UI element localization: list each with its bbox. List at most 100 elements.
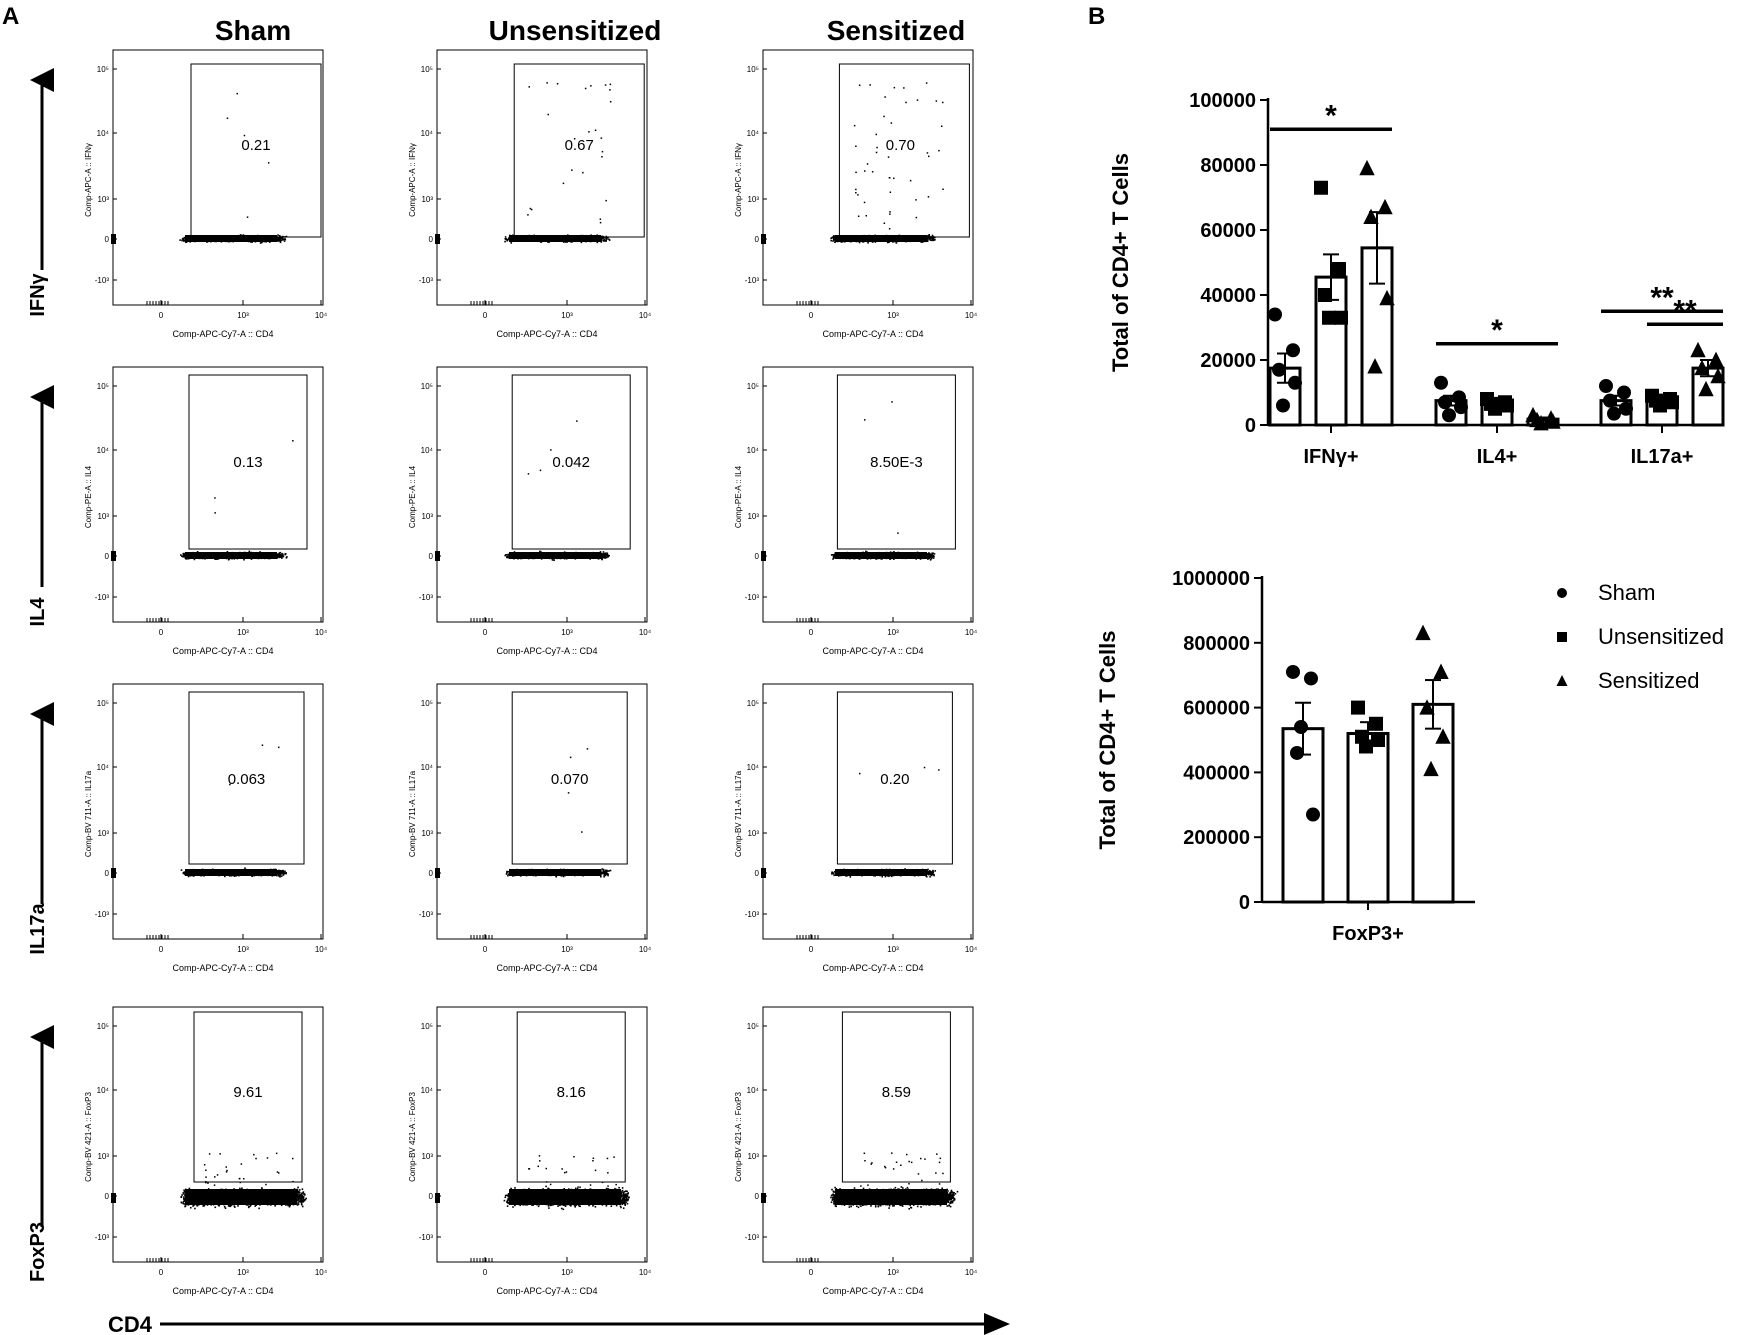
- y-tick-label: 0: [105, 552, 110, 561]
- column-title-sham: Sham: [215, 15, 291, 46]
- x-tick-label: 10³: [561, 1268, 573, 1277]
- event-core: [185, 552, 277, 559]
- axis-zero-blip: [435, 234, 440, 244]
- plot-frame: [436, 683, 648, 940]
- data-point-square: [1371, 733, 1385, 747]
- event-core: [185, 1189, 297, 1205]
- row-label-FoxP3: FoxP3: [27, 1222, 49, 1282]
- x-axis-label: Comp-APC-Cy7-A :: CD4: [172, 1286, 273, 1296]
- x-axis-label: Comp-APC-Cy7-A :: CD4: [822, 1286, 923, 1296]
- x-tick-label: 10⁴: [965, 945, 978, 954]
- y-tick-label: 800000: [1183, 633, 1250, 655]
- y-axis-label: Comp-BV 421-A :: FoxP3: [84, 1092, 93, 1182]
- bar: [1411, 702, 1455, 904]
- y-tick-label: 20000: [1200, 350, 1256, 372]
- data-point-circle: [1286, 343, 1300, 358]
- y-axis-label: Comp-BV 711-A :: IL17a: [84, 770, 93, 857]
- data-point-square: [1369, 716, 1383, 731]
- y-axis-title: Total of CD4+ T Cells: [1095, 630, 1120, 849]
- y-tick-label: 10⁴: [421, 446, 434, 455]
- event-cloud: [180, 440, 294, 561]
- y-tick-label: 0: [755, 552, 760, 561]
- legend-marker-square: [1557, 632, 1567, 642]
- x-tick-label: 0: [159, 1268, 164, 1277]
- data-point-square: [1653, 398, 1667, 413]
- plot-frame: [762, 49, 974, 306]
- y-tick-label: 0: [755, 1192, 760, 1201]
- data-point-square: [1332, 262, 1346, 276]
- legend-label: Unsensitized: [1598, 624, 1724, 649]
- bar-sham-IL4+: [1434, 375, 1468, 427]
- x-tick-label: 10⁴: [639, 1268, 652, 1277]
- data-point-circle: [1442, 408, 1456, 423]
- event-core: [509, 552, 601, 559]
- event-core: [835, 235, 927, 242]
- event-cloud: [831, 766, 940, 878]
- y-axis-label: Comp-PE-A :: IL4: [408, 465, 417, 528]
- data-point-circle: [1599, 379, 1613, 393]
- y-tick-label: 0: [429, 1192, 434, 1201]
- y-tick-label: 40000: [1200, 285, 1256, 307]
- legend-label: Sham: [1598, 580, 1655, 605]
- x-tick-label: IFNγ+: [1303, 446, 1358, 468]
- x-tick-label: 10⁴: [639, 945, 652, 954]
- x-axis-label: Comp-APC-Cy7-A :: CD4: [496, 646, 597, 656]
- y-tick-label: 80000: [1200, 155, 1256, 177]
- axis-zero-blip: [111, 551, 116, 561]
- gate-percentage: 0.070: [551, 771, 589, 788]
- bar-sensitized-IL4+: [1525, 406, 1561, 431]
- gate-percentage: 8.59: [882, 1084, 911, 1101]
- bar-sensitized-FoxP3+: [1411, 624, 1455, 904]
- x-tick-label: 0: [159, 945, 164, 954]
- event-core: [185, 869, 277, 876]
- y-tick-label: 600000: [1183, 698, 1250, 720]
- plot-frame: [112, 49, 324, 306]
- bar-sensitized-IL17a+: [1690, 341, 1726, 427]
- y-tick-label: -10³: [95, 910, 110, 919]
- gate-rectangle: [511, 374, 631, 550]
- data-point-square: [1322, 310, 1336, 325]
- y-tick-label: 10⁴: [747, 763, 760, 772]
- bar-unsensitized-IL4+: [1480, 392, 1514, 427]
- y-tick-label: 10⁵: [747, 382, 759, 391]
- significance-stars: **: [1650, 281, 1674, 314]
- bar-chart-cytokines: 0 20000 40000 60000 80000 100000 Total of CD4+…: [1108, 90, 1726, 468]
- y-tick-label: 10⁴: [97, 1086, 110, 1095]
- x-axis-label: Comp-APC-Cy7-A :: CD4: [496, 963, 597, 973]
- y-tick-label: 10⁵: [97, 65, 109, 74]
- x-tick-label: 10³: [561, 311, 573, 320]
- y-tick-label: 0: [1245, 415, 1256, 437]
- axis-zero-blip: [111, 234, 116, 244]
- y-tick-label: 10⁵: [97, 699, 109, 708]
- data-point-triangle: [1419, 699, 1435, 715]
- y-tick-label: 10⁵: [97, 382, 109, 391]
- data-point-circle: [1603, 393, 1617, 408]
- gate-percentage: 8.16: [557, 1084, 586, 1101]
- y-tick-label: -10³: [95, 1233, 110, 1242]
- x-tick-label: 0: [159, 311, 164, 320]
- data-point-triangle: [1377, 198, 1393, 215]
- event-core: [509, 869, 601, 876]
- y-tick-label: 10⁴: [421, 763, 434, 772]
- column-title-unsensitized: Unsensitized: [489, 15, 662, 46]
- y-tick-label: 10⁴: [421, 1086, 434, 1095]
- event-cloud: [179, 92, 288, 244]
- gate-percentage: 8.50E-3: [870, 454, 923, 471]
- axis-zero-blip: [111, 1193, 116, 1203]
- y-tick-label: 0: [755, 869, 760, 878]
- data-point-triangle: [1359, 159, 1375, 176]
- y-tick-label: 0: [105, 869, 110, 878]
- y-tick-label: 60000: [1200, 220, 1256, 242]
- event-cloud: [830, 401, 936, 561]
- x-tick-label: 0: [809, 628, 814, 637]
- x-axis-label: Comp-APC-Cy7-A :: CD4: [172, 646, 273, 656]
- legend: Sham Unsensitized Sensitized: [1556, 580, 1724, 693]
- y-tick-label: 10⁴: [97, 763, 110, 772]
- axis-zero-blip: [111, 868, 116, 878]
- plot-frame: [762, 1006, 974, 1263]
- event-cloud: [180, 744, 287, 878]
- x-axis-label: Comp-APC-Cy7-A :: CD4: [822, 646, 923, 656]
